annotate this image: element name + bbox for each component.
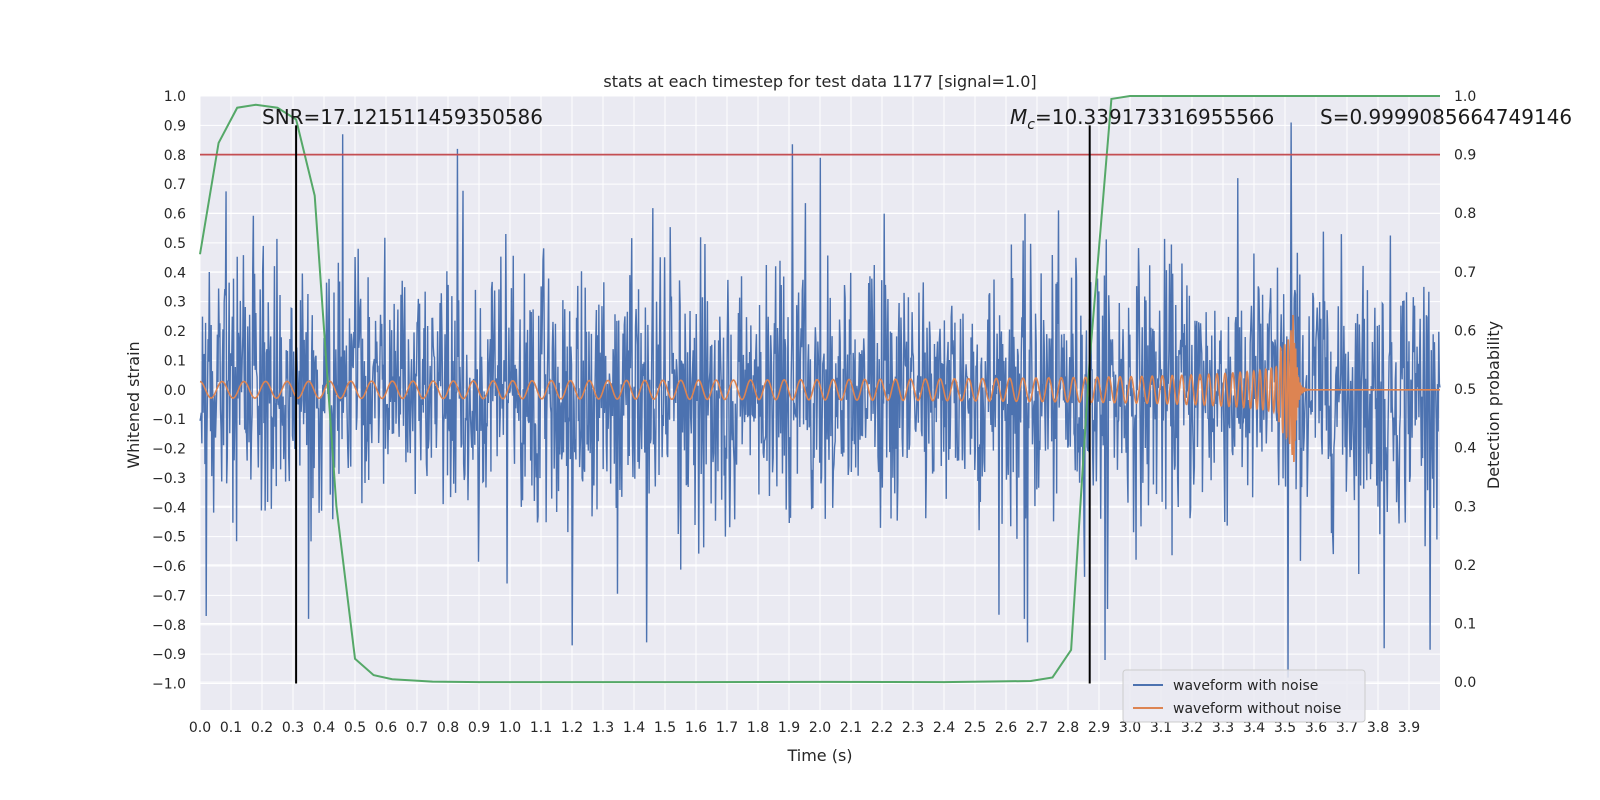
x-tick-label: 0.8 bbox=[437, 720, 459, 736]
y-tick-label: −0.8 bbox=[152, 618, 186, 634]
y2-tick-label: 0.9 bbox=[1454, 148, 1476, 164]
y-tick-label: 0.5 bbox=[164, 236, 186, 252]
x-tick-label: 2.6 bbox=[995, 720, 1017, 736]
x-tick-label: 3.3 bbox=[1212, 720, 1234, 736]
x-tick-label: 2.2 bbox=[871, 720, 893, 736]
waveform-with-noise-line bbox=[199, 122, 1441, 678]
x-tick-label: 2.0 bbox=[809, 720, 831, 736]
x-tick-label: 1.0 bbox=[499, 720, 521, 736]
y-tick-label: −0.9 bbox=[152, 647, 186, 663]
snr-annotation: SNR=17.121511459350586 bbox=[262, 105, 543, 129]
y-tick-label: −0.5 bbox=[152, 530, 186, 546]
chirp-mass-value: =10.339173316955566 bbox=[1035, 105, 1274, 129]
y-tick-label: −1.0 bbox=[152, 677, 186, 693]
x-tick-label: 1.9 bbox=[778, 720, 800, 736]
legend-label-without-noise: waveform without noise bbox=[1173, 701, 1341, 717]
x-tick-label: 1.8 bbox=[747, 720, 769, 736]
y-tick-label: 0.3 bbox=[164, 295, 186, 311]
x-tick-label: 2.4 bbox=[933, 720, 955, 736]
y-tick-label: 0.7 bbox=[164, 177, 186, 193]
y2-tick-label: 0.7 bbox=[1454, 265, 1476, 281]
y-tick-label: 0.2 bbox=[164, 324, 186, 340]
x-tick-label: 1.6 bbox=[685, 720, 707, 736]
x-tick-label: 3.7 bbox=[1336, 720, 1358, 736]
y-tick-label: −0.7 bbox=[152, 588, 186, 604]
x-tick-label: 0.4 bbox=[313, 720, 335, 736]
x-tick-label: 1.1 bbox=[530, 720, 552, 736]
x-tick-label: 0.1 bbox=[220, 720, 242, 736]
y2-tick-label: 0.0 bbox=[1454, 675, 1476, 691]
overlays bbox=[200, 125, 1440, 684]
y-tick-label: 0.8 bbox=[164, 148, 186, 164]
y-axis-ticks: 1.0 0.9 0.8 0.7 0.6 0.5 0.4 0.3 0.2 0.1 0.0 −0.1 −0.… bbox=[152, 89, 186, 693]
waveform-without-noise-line bbox=[199, 315, 1440, 463]
x-tick-label: 2.5 bbox=[964, 720, 986, 736]
y-tick-label: −0.6 bbox=[152, 559, 186, 575]
series-waveform-with-noise bbox=[199, 122, 1441, 678]
chirp-mass-annotation: Mc=10.339173316955566 bbox=[1010, 105, 1274, 133]
y2-tick-label: 0.4 bbox=[1454, 441, 1476, 457]
x-tick-label: 2.3 bbox=[902, 720, 924, 736]
y2-tick-label: 1.0 bbox=[1454, 89, 1476, 105]
x-tick-label: 3.9 bbox=[1398, 720, 1420, 736]
x-axis-ticks: 0.0 0.1 0.2 0.3 0.4 0.5 0.6 0.7 0.8 0.9 1.0 1.1 1.2 1… bbox=[189, 720, 1420, 736]
y2-axis-label: Detection probability bbox=[1484, 321, 1503, 489]
x-tick-label: 1.5 bbox=[654, 720, 676, 736]
y-tick-label: 0.0 bbox=[164, 383, 186, 399]
x-tick-label: 0.2 bbox=[251, 720, 273, 736]
x-tick-label: 3.2 bbox=[1181, 720, 1203, 736]
x-tick-label: 0.6 bbox=[375, 720, 397, 736]
y2-tick-label: 0.6 bbox=[1454, 323, 1476, 339]
x-tick-label: 1.2 bbox=[561, 720, 583, 736]
x-tick-label: 1.3 bbox=[592, 720, 614, 736]
y2-tick-label: 0.3 bbox=[1454, 499, 1476, 515]
y-axis-label: Whitened strain bbox=[124, 341, 143, 468]
score-annotation: S=0.9999085664749146 bbox=[1320, 105, 1572, 129]
chirp-mass-symbol: M bbox=[1010, 105, 1027, 129]
x-tick-label: 3.8 bbox=[1367, 720, 1389, 736]
x-tick-label: 3.5 bbox=[1274, 720, 1296, 736]
chart-title: stats at each timestep for test data 117… bbox=[603, 72, 1036, 91]
x-tick-label: 3.1 bbox=[1150, 720, 1172, 736]
legend-box bbox=[1122, 669, 1366, 723]
y-tick-label: −0.2 bbox=[152, 442, 186, 458]
y2-tick-label: 0.1 bbox=[1454, 617, 1476, 633]
x-tick-label: 1.7 bbox=[716, 720, 738, 736]
legend-label-with-noise: waveform with noise bbox=[1173, 678, 1318, 694]
y-tick-label: 0.9 bbox=[164, 118, 186, 134]
x-tick-label: 0.3 bbox=[282, 720, 304, 736]
y-tick-label: −0.3 bbox=[152, 471, 186, 487]
legend: waveform with noise waveform without noi… bbox=[1122, 669, 1366, 723]
x-tick-label: 0.5 bbox=[344, 720, 366, 736]
x-tick-label: 2.1 bbox=[840, 720, 862, 736]
y-tick-label: 0.6 bbox=[164, 207, 186, 223]
y2-tick-label: 0.2 bbox=[1454, 558, 1476, 574]
y-tick-label: 0.1 bbox=[164, 353, 186, 369]
chirp-mass-subscript: c bbox=[1027, 117, 1035, 133]
y2-axis-ticks: 1.0 0.9 0.8 0.7 0.6 0.5 0.4 0.3 0.2 0.1 0.0 bbox=[1454, 89, 1476, 691]
x-tick-label: 3.4 bbox=[1243, 720, 1265, 736]
y-tick-label: 0.4 bbox=[164, 265, 186, 281]
series-waveform-without-noise bbox=[199, 315, 1440, 463]
x-tick-label: 0.0 bbox=[189, 720, 211, 736]
y-tick-label: −0.1 bbox=[152, 412, 186, 428]
y-tick-label: 1.0 bbox=[164, 89, 186, 105]
y-tick-label: −0.4 bbox=[152, 500, 186, 516]
x-tick-label: 1.4 bbox=[623, 720, 645, 736]
x-tick-label: 0.7 bbox=[406, 720, 428, 736]
y2-tick-label: 0.8 bbox=[1454, 206, 1476, 222]
x-tick-label: 0.9 bbox=[468, 720, 490, 736]
x-tick-label: 2.8 bbox=[1057, 720, 1079, 736]
x-tick-label: 2.7 bbox=[1026, 720, 1048, 736]
x-tick-label: 3.6 bbox=[1305, 720, 1327, 736]
x-axis-label: Time (s) bbox=[786, 746, 852, 765]
y2-tick-label: 0.5 bbox=[1454, 382, 1476, 398]
x-tick-label: 2.9 bbox=[1088, 720, 1110, 736]
x-tick-label: 3.0 bbox=[1119, 720, 1141, 736]
